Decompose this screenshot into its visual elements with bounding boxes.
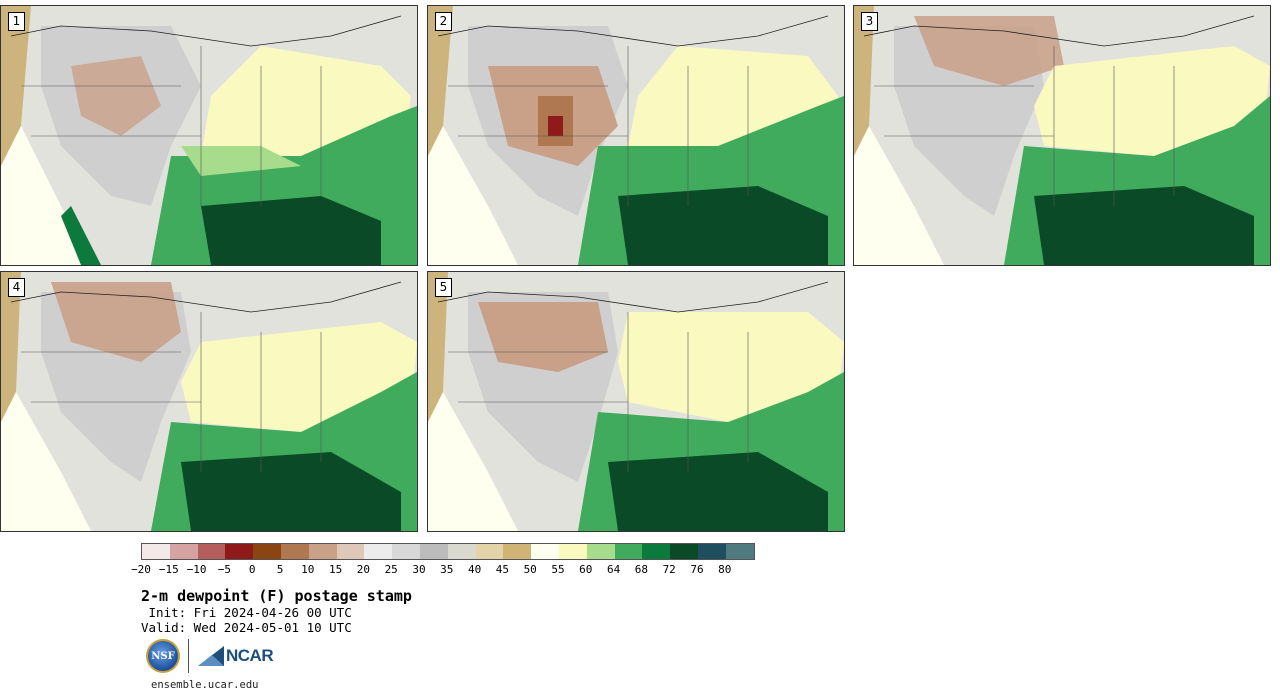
colorbar-swatch [336,544,365,559]
nsf-logo: NSF [146,639,180,673]
postage-stamp-panel-5[interactable]: 5 [427,271,845,532]
colorbar-tick-label: 60 [579,563,593,576]
init-time: Init: Fri 2024-04-26 00 UTC [141,605,352,620]
footer-url: ensemble.ucar.edu [151,679,259,691]
colorbar-swatch [142,544,170,559]
ncar-mark-icon [198,646,224,666]
colorbar-swatch [670,544,698,559]
colorbar-tick-label: 50 [523,563,537,576]
logo-divider [188,639,189,673]
postage-stamp-panel-4[interactable]: 4 [0,271,418,532]
colorbar-tick-label: 10 [301,563,315,576]
colorbar-tick-label: −5 [217,563,232,576]
colorbar-swatch [503,544,532,559]
dewpoint-map-5 [428,272,844,531]
colorbar-swatch [447,544,476,559]
colorbar-tick-label: −20 [131,563,151,576]
colorbar-tick-label: −15 [158,563,179,576]
colorbar-tick-label: 15 [328,563,343,576]
colorbar-tick-label: −10 [186,563,207,576]
colorbar-tick-label: 45 [495,563,510,576]
colorbar-swatch [392,544,420,559]
colorbar-tick-label: 0 [248,563,256,576]
panel-number-2: 2 [435,12,452,31]
colorbar-tick-label: 40 [467,563,482,576]
colorbar-tick-label: 72 [662,563,676,576]
colorbar-swatch [225,544,254,559]
colorbar-ticks: −20 −15 −10 −5 0 5 10 15 20 25 30 35 40 45 50 55 60 64 68 7… [131,563,761,577]
colorbar-tick-label: 80 [718,563,732,576]
colorbar-swatch [308,544,337,559]
postage-stamp-panel-3[interactable]: 3 [853,5,1271,266]
colorbar-tick-label: 5 [276,563,284,576]
postage-stamp-panel-2[interactable]: 2 [427,5,845,266]
logos: NSF NCAR [146,637,274,675]
colorbar-swatch [253,544,281,559]
colorbar-swatch [169,544,198,559]
panel-number-3: 3 [861,12,878,31]
postage-stamp-panel-1[interactable]: 1 [0,5,418,266]
colorbar-tick-label: 64 [606,563,621,576]
colorbar-tick-label: 76 [690,563,704,576]
ncar-logo: NCAR [198,646,274,666]
colorbar-swatch [725,544,754,559]
colorbar-swatch [475,544,504,559]
colorbar-swatch [280,544,309,559]
valid-time: Valid: Wed 2024-05-01 10 UTC [141,620,352,635]
dewpoint-map-3 [854,6,1270,265]
ncar-wordmark: NCAR [226,646,274,665]
colorbar-tick-label: 20 [356,563,371,576]
colorbar-tick-label: 55 [551,563,565,576]
colorbar-swatch [531,544,559,559]
colorbar-swatch [697,544,726,559]
colorbar-swatch [642,544,671,559]
plot-title: 2-m dewpoint (F) postage stamp [141,587,412,605]
colorbar-swatch [197,544,226,559]
dewpoint-map-1 [1,6,417,265]
colorbar-swatch [364,544,393,559]
colorbar-swatch [614,544,643,559]
colorbar-swatch [419,544,448,559]
colorbar-tick-label: 25 [384,563,398,576]
colorbar-tick-label: 68 [634,563,649,576]
panel-number-4: 4 [8,278,25,297]
panel-number-1: 1 [8,12,25,31]
colorbar [141,543,755,560]
panel-number-5: 5 [435,278,452,297]
dewpoint-map-2 [428,6,844,265]
colorbar-tick-label: 30 [412,563,426,576]
colorbar-swatch [558,544,587,559]
dewpoint-map-4 [1,272,417,531]
colorbar-swatch [586,544,615,559]
colorbar-tick-label: 35 [440,563,454,576]
